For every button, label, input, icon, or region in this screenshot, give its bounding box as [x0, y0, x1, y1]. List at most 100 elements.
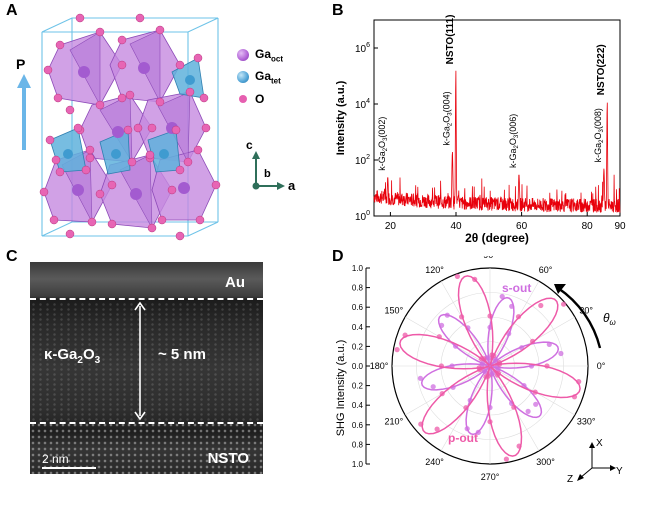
- film-label-mid: O: [82, 346, 95, 363]
- shg-point-s-out: [509, 303, 515, 309]
- shg-point-s-out: [546, 341, 552, 347]
- frame-y-label: Y: [616, 466, 623, 477]
- shg-radial-tick-label: 0.4: [352, 323, 364, 332]
- shg-point-p-out: [538, 302, 544, 309]
- legend-o-main: O: [255, 92, 265, 106]
- thickness-label: ~ 5 nm: [158, 346, 206, 363]
- xrd-ytick-label: 102: [355, 154, 370, 167]
- theta-label: θω: [603, 311, 616, 327]
- shg-point-s-out: [430, 384, 436, 390]
- legend-ga-tet-sub: tet: [271, 76, 281, 86]
- shg-radial-tick-label: 1.0: [352, 264, 364, 273]
- polarization-label: P: [16, 56, 26, 72]
- shg-point-s-out: [490, 370, 496, 376]
- shg-point-p-out: [434, 426, 440, 432]
- xrd-ylabel: Intensity (a.u.): [335, 80, 347, 155]
- oxygen-atoms: [39, 13, 221, 241]
- shg-point-s-out: [464, 426, 470, 432]
- shg-point-p-out: [576, 379, 582, 385]
- shg-polar-chart: 1.0 0.8 0.6 0.4 0.2 0.0 0.2 0.4 0.6 0.8 1.0 SHG In…: [335, 256, 623, 485]
- shg-point-s-out: [533, 401, 539, 407]
- shg-angle-label: 30°: [579, 306, 593, 316]
- shg-point-p-out: [532, 389, 538, 395]
- shg-angle-label: 150°: [385, 306, 404, 316]
- film-label-base: κ-Ga: [44, 346, 78, 363]
- shg-point-p-out: [477, 367, 483, 373]
- shg-point-p-out: [478, 356, 484, 362]
- shg-angle-label: 60°: [539, 265, 553, 275]
- crystal-structure-diagram: [39, 13, 221, 241]
- xrd-peak-label: k-Ga2O3(004): [441, 91, 453, 145]
- shg-point-p-out: [515, 314, 522, 320]
- polarization-indicator: P: [14, 56, 34, 157]
- shg-point-p-out: [561, 301, 567, 307]
- ga-oct-atom-icon: [237, 49, 249, 61]
- shg-radial-tick-label: 0.0: [352, 362, 364, 371]
- shg-angle-label: 120°: [425, 265, 444, 275]
- panel-c-label: C: [6, 248, 18, 265]
- legend-ga-oct-sub: oct: [271, 54, 284, 64]
- xrd-ytick-label: 104: [355, 98, 370, 111]
- shg-ylabel: SHG Intensity (a.u.): [335, 340, 347, 437]
- legend-item-ga-oct: Gaoct: [237, 44, 283, 66]
- shg-angle-label: 90°: [483, 256, 497, 260]
- crystal-axes-icon: [252, 151, 285, 190]
- xrd-ytick-label: 106: [355, 42, 370, 55]
- xrd-peak-label: k-Ga2O3(008): [593, 108, 605, 162]
- atom-legend: Gaoct Gatet O: [237, 44, 283, 110]
- axis-b-label: b: [264, 168, 271, 180]
- legend-ga-oct-main: Ga: [255, 46, 272, 61]
- xrd-plot-frame: [373, 19, 621, 217]
- shg-point-s-out: [525, 408, 531, 414]
- shg-point-p-out: [472, 276, 478, 282]
- shg-point-p-out: [487, 313, 493, 319]
- legend-item-ga-tet: Gatet: [237, 66, 283, 88]
- shg-angle-label: 330°: [577, 417, 596, 427]
- shg-point-s-out: [558, 350, 564, 357]
- frame-x-label: X: [596, 438, 603, 449]
- shg-point-s-out: [444, 312, 450, 318]
- panel-a-label: A: [6, 2, 18, 19]
- polarization-arrow-icon: [17, 74, 31, 150]
- shg-angle-label: 240°: [425, 457, 444, 467]
- o-atom-icon: [239, 95, 247, 103]
- xrd-xlabel: 2θ (degree): [465, 231, 529, 245]
- shg-radial-tick-label: 0.8: [352, 284, 364, 293]
- shg-angle-label: 270°: [481, 472, 500, 482]
- shg-point-p-out: [496, 360, 503, 366]
- p-out-legend: p-out: [448, 431, 478, 445]
- shg-series: [394, 273, 582, 462]
- shg-angle-label: 300°: [536, 457, 555, 467]
- xrd-spectrum-line: [373, 70, 621, 213]
- stem-image: Au κ-Ga2O3 ~ 5 nm NSTO 2 nm: [30, 262, 263, 474]
- shg-radial-tick-label: 0.2: [352, 342, 364, 351]
- film-label-sub1: 2: [77, 355, 83, 366]
- ga-tet-atom-icon: [237, 71, 249, 83]
- shg-point-s-out: [417, 375, 423, 381]
- top-interface-line: [30, 298, 263, 300]
- shg-point-p-out: [485, 373, 491, 379]
- film-label: κ-Ga2O3: [44, 346, 100, 366]
- shg-radial-tick-label: 1.0: [352, 460, 364, 469]
- shg-point-p-out: [544, 363, 550, 369]
- s-out-legend: s-out: [502, 281, 531, 295]
- theta-rotation-arrow-icon: [557, 287, 602, 349]
- shg-angle-label: 180°: [370, 361, 389, 371]
- shg-point-p-out: [530, 338, 536, 344]
- shg-point-p-out: [394, 347, 400, 353]
- xrd-peak-label: NSTO(111): [445, 15, 456, 65]
- film-lattice-texture: [30, 302, 263, 422]
- shg-angle-labels: 0° 30° 60° 90° 120° 150° 180° 210° 240° 270° 300° 3…: [370, 256, 606, 482]
- scale-bar-label: 2 nm: [42, 452, 69, 466]
- shg-point-p-out: [459, 314, 465, 320]
- bottom-interface-line: [30, 422, 263, 424]
- shg-point-p-out: [571, 394, 578, 400]
- shg-point-p-out: [438, 363, 444, 369]
- substrate-lattice-texture: [30, 422, 263, 474]
- panel-d-label: D: [332, 248, 344, 265]
- shg-point-p-out: [503, 456, 509, 462]
- shg-point-p-out: [418, 421, 424, 427]
- shg-radial-axis: 1.0 0.8 0.6 0.4 0.2 0.0 0.2 0.4 0.6 0.8 1.0: [352, 264, 370, 469]
- film-label-sub2: 3: [94, 355, 101, 366]
